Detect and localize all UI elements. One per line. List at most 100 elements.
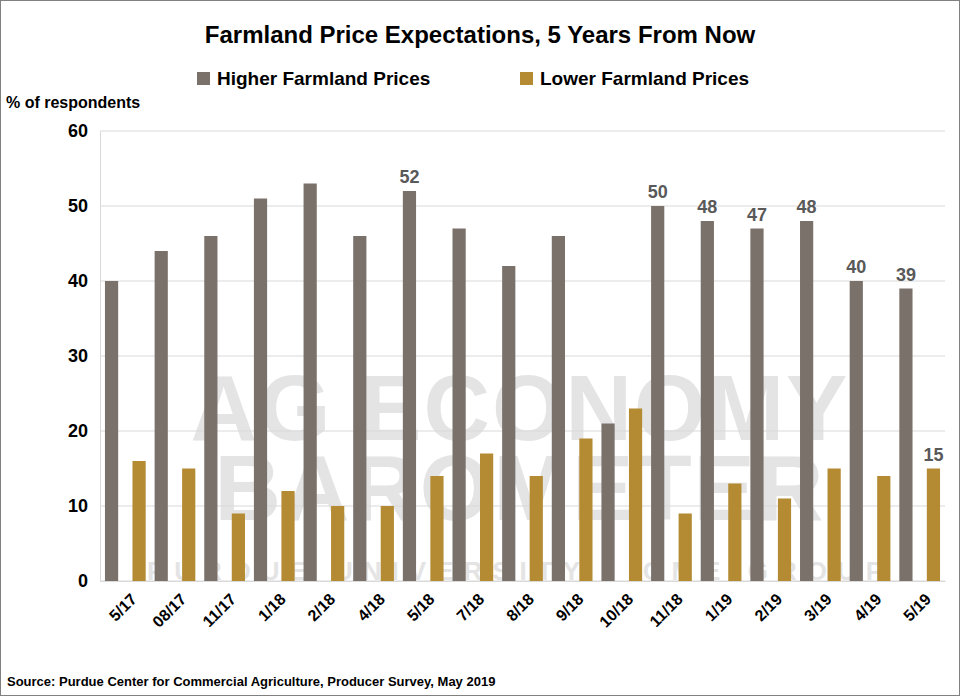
- x-axis: 5/17 08/1711/17 1/18 2/18 4/18 5/18 7/18 8/18 9/…: [101, 581, 946, 631]
- bar: [430, 476, 443, 581]
- legend-label: Lower Farmland Prices: [540, 68, 749, 89]
- y-axis: 0 10 20 30 40 50 60: [68, 121, 101, 591]
- grid-line: [100, 431, 945, 432]
- bar: [651, 206, 664, 581]
- bar-series: [132, 409, 940, 582]
- bar: [828, 469, 841, 582]
- x-tick-label: 3/19: [801, 590, 835, 624]
- bar: [254, 199, 267, 582]
- x-tick-label: 11/18: [646, 590, 686, 630]
- source-note: Source: Purdue Center for Commercial Agr…: [7, 674, 495, 689]
- x-tick-label: 10/18: [596, 590, 636, 630]
- chart-svg: AG ECONOMYBAROMETERPURDUE UNIVERSITY · C…: [0, 0, 960, 696]
- x-tick-label: 4/18: [354, 590, 388, 624]
- legend-swatch: [197, 72, 210, 85]
- data-label: 50: [648, 182, 668, 202]
- x-tick: 1/19: [702, 581, 736, 624]
- chart-title: Farmland Price Expectations, 5 Years Fro…: [205, 21, 756, 48]
- y-tick-label: 30: [68, 346, 88, 366]
- x-tick: 5/17: [106, 581, 140, 624]
- grid-line: [100, 281, 945, 282]
- bar-series: [105, 184, 913, 582]
- y-tick: 20: [68, 421, 100, 441]
- x-tick-label: 4/19: [851, 590, 885, 624]
- x-tick: 11/18: [646, 581, 686, 630]
- x-tick: 4/19: [851, 581, 885, 624]
- data-label: 15: [923, 445, 943, 465]
- legend-item: Lower Farmland Prices: [520, 68, 749, 89]
- bar: [679, 514, 692, 582]
- chart-frame: [1, 1, 960, 696]
- x-tick-label: 1/18: [255, 590, 289, 624]
- x-tick: 7/18: [453, 581, 487, 624]
- y-tick: 0: [78, 571, 100, 591]
- x-tick: 9/18: [553, 581, 587, 624]
- data-label: 48: [697, 197, 717, 217]
- bar: [105, 281, 118, 581]
- bar: [381, 506, 394, 581]
- x-tick-label: 08/17: [149, 590, 189, 630]
- data-label: 47: [747, 205, 767, 225]
- x-tick: 11/17: [199, 581, 239, 630]
- x-tick-label: 9/18: [553, 590, 587, 624]
- x-axis-line: [101, 581, 946, 582]
- y-axis-title: % of respondents: [6, 94, 140, 111]
- y-tick-label: 60: [68, 121, 88, 141]
- bar: [304, 184, 317, 582]
- bar: [629, 409, 642, 582]
- data-label: 52: [399, 167, 419, 187]
- y-tick: 10: [68, 496, 100, 516]
- legend-swatch: [520, 72, 533, 85]
- grid-line: [100, 131, 945, 132]
- x-tick-label: 5/19: [900, 590, 934, 624]
- x-tick-label: 2/19: [751, 590, 785, 624]
- x-tick: 8/18: [503, 581, 537, 624]
- grid-line: [100, 356, 945, 357]
- bar: [281, 491, 294, 581]
- x-tick-label: 2/18: [304, 590, 338, 624]
- y-tick: 30: [68, 346, 100, 366]
- bar: [530, 476, 543, 581]
- x-tick: 2/18: [304, 581, 338, 624]
- y-tick-label: 20: [68, 421, 88, 441]
- bars: [105, 184, 940, 582]
- bar: [877, 476, 890, 581]
- grid-line: [100, 206, 945, 207]
- y-tick: 40: [68, 271, 100, 291]
- x-tick-label: 8/18: [503, 590, 537, 624]
- bar: [132, 461, 145, 581]
- bar: [232, 514, 245, 582]
- bar: [750, 229, 763, 582]
- x-tick: 2/19: [751, 581, 785, 624]
- x-tick-label: 5/17: [106, 590, 140, 624]
- y-tick-label: 0: [78, 571, 88, 591]
- data-label: 48: [797, 197, 817, 217]
- bar: [353, 236, 366, 581]
- y-tick-label: 40: [68, 271, 88, 291]
- bar: [579, 439, 592, 582]
- bar: [403, 191, 416, 581]
- bar: [728, 484, 741, 582]
- bar: [701, 221, 714, 581]
- chart-container: AG ECONOMYBAROMETERPURDUE UNIVERSITY · C…: [0, 0, 960, 696]
- x-tick: 10/18: [596, 581, 636, 631]
- bar: [502, 266, 515, 581]
- data-labels: 5250484748403915: [399, 167, 943, 465]
- x-tick-label: 1/19: [702, 590, 736, 624]
- x-tick-label: 5/18: [404, 590, 438, 624]
- x-tick: 3/19: [801, 581, 835, 624]
- grid: [100, 131, 945, 581]
- x-tick: 5/19: [900, 581, 934, 624]
- bar: [452, 229, 465, 582]
- bar: [155, 251, 168, 581]
- bar: [331, 506, 344, 581]
- bar: [204, 236, 217, 581]
- legend-label: Higher Farmland Prices: [217, 68, 430, 89]
- bar: [778, 499, 791, 582]
- x-tick: 08/17: [149, 581, 189, 631]
- bar: [480, 454, 493, 582]
- bar: [182, 469, 195, 582]
- bar: [850, 281, 863, 581]
- y-tick-label: 50: [68, 196, 88, 216]
- y-axis-line: [100, 132, 101, 582]
